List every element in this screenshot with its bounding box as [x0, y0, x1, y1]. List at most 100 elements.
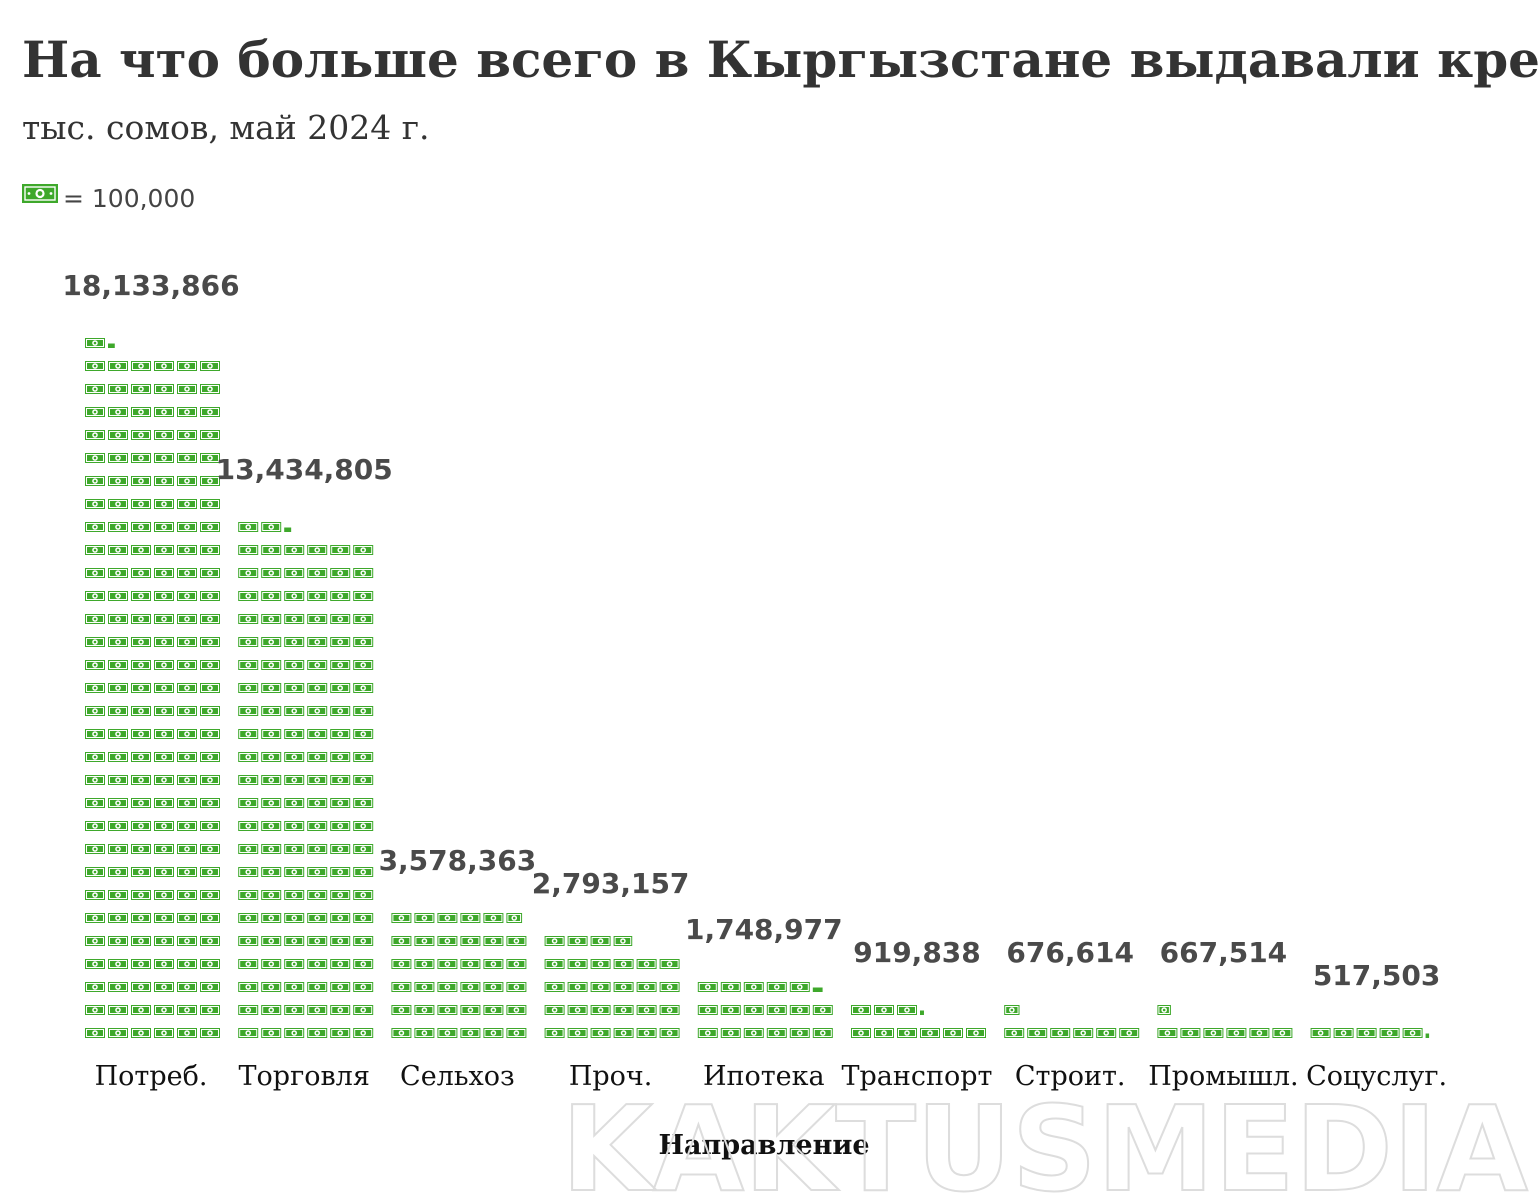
banknote-icon	[544, 936, 565, 946]
banknote-icon	[154, 591, 174, 601]
x-tick-label: Промышл.	[1148, 1061, 1298, 1092]
banknote-icon	[177, 867, 197, 877]
banknote-icon	[483, 1005, 504, 1015]
banknote-icon	[108, 545, 128, 555]
banknote-icon	[108, 384, 128, 394]
banknote-icon	[200, 476, 220, 486]
banknote-icon	[177, 798, 197, 808]
banknote-icon	[353, 775, 374, 785]
banknote-icon	[659, 982, 680, 992]
banknote-icon	[200, 522, 220, 532]
banknote-icon	[1027, 1028, 1048, 1038]
banknote-icon	[284, 982, 305, 992]
banknote-icon	[200, 890, 220, 900]
banknote-icon	[131, 890, 151, 900]
banknote-icon	[261, 867, 282, 877]
banknote-icon	[238, 706, 259, 716]
banknote-icon	[659, 959, 680, 969]
banknote-icon	[238, 591, 259, 601]
banknote-icon	[330, 683, 351, 693]
banknote-icon	[200, 798, 220, 808]
bar-column: 919,838 Транспорт	[842, 936, 993, 1092]
banknote-icon	[108, 453, 128, 463]
banknote-icon	[200, 499, 220, 509]
chart-title: На что больше всего в Кыргызстане выдава…	[22, 30, 1540, 89]
banknote-icon	[330, 913, 351, 923]
banknote-icon	[307, 959, 328, 969]
banknote-icon	[307, 867, 328, 877]
x-axis-title: Направление	[658, 1130, 869, 1161]
banknote-icon	[353, 913, 374, 923]
banknote-icon	[353, 568, 374, 578]
banknote-icon	[1402, 1028, 1423, 1038]
banknote-icon	[238, 798, 259, 808]
banknote-icon	[391, 982, 412, 992]
banknote-icon	[613, 936, 633, 946]
banknote-icon	[177, 706, 197, 716]
banknote-icon	[1050, 1028, 1071, 1038]
banknote-icon	[307, 982, 328, 992]
banknote-icon	[131, 430, 151, 440]
banknote-icon	[353, 1005, 374, 1015]
banknote-icon	[414, 936, 435, 946]
banknote-icon	[85, 430, 105, 440]
banknote-icon	[177, 1028, 197, 1038]
banknote-icon	[284, 890, 305, 900]
banknote-icon	[177, 637, 197, 647]
banknote-icon	[154, 844, 174, 854]
banknote-icon	[307, 545, 328, 555]
banknote-icon	[261, 775, 282, 785]
banknote-icon	[154, 522, 174, 532]
banknote-icon	[789, 982, 810, 992]
banknote-icon	[1425, 1033, 1430, 1038]
banknote-icon	[131, 522, 151, 532]
banknote-icon	[154, 568, 174, 578]
banknote-icon	[200, 752, 220, 762]
data-label: 919,838	[853, 936, 981, 969]
banknote-icon	[200, 867, 220, 877]
banknote-icon	[131, 637, 151, 647]
banknote-icon	[238, 821, 259, 831]
banknote-icon	[483, 982, 504, 992]
banknote-icon	[108, 476, 128, 486]
banknote-icon	[1379, 1028, 1400, 1038]
banknote-icon	[238, 844, 259, 854]
banknote-icon	[108, 614, 128, 624]
unit-legend: = 100,000	[22, 184, 195, 213]
banknote-icon	[284, 729, 305, 739]
banknote-icon	[966, 1028, 986, 1038]
banknote-icon	[261, 936, 282, 946]
banknote-icon	[154, 476, 174, 486]
banknote-icon	[330, 959, 351, 969]
banknote-icon	[261, 890, 282, 900]
banknote-icon	[131, 821, 151, 831]
banknote-icon	[154, 499, 174, 509]
banknote-icon	[131, 913, 151, 923]
banknote-icon	[154, 430, 174, 440]
banknote-icon	[85, 844, 105, 854]
banknote-icon	[131, 982, 151, 992]
banknote-icon	[177, 545, 197, 555]
banknote-icon	[330, 591, 351, 601]
bar-column: 667,514 Промышл.	[1148, 936, 1298, 1092]
banknote-icon	[437, 1028, 458, 1038]
banknote-icon	[414, 913, 435, 923]
banknote-icon	[108, 1028, 128, 1038]
banknote-icon	[131, 545, 151, 555]
banknote-icon	[307, 591, 328, 601]
banknote-icon	[108, 729, 128, 739]
banknote-icon	[330, 1028, 351, 1038]
banknote-icon	[483, 959, 504, 969]
banknote-icon	[154, 798, 174, 808]
banknote-icon	[261, 522, 282, 532]
banknote-icon	[943, 1028, 963, 1038]
banknote-icon	[261, 660, 282, 670]
banknote-icon	[460, 913, 481, 923]
banknote-icon	[85, 752, 105, 762]
banknote-icon	[1203, 1028, 1224, 1038]
banknote-icon	[177, 821, 197, 831]
banknote-icon	[897, 1005, 917, 1015]
banknote-icon	[720, 982, 741, 992]
banknote-icon	[261, 982, 282, 992]
banknote-icon	[261, 729, 282, 739]
